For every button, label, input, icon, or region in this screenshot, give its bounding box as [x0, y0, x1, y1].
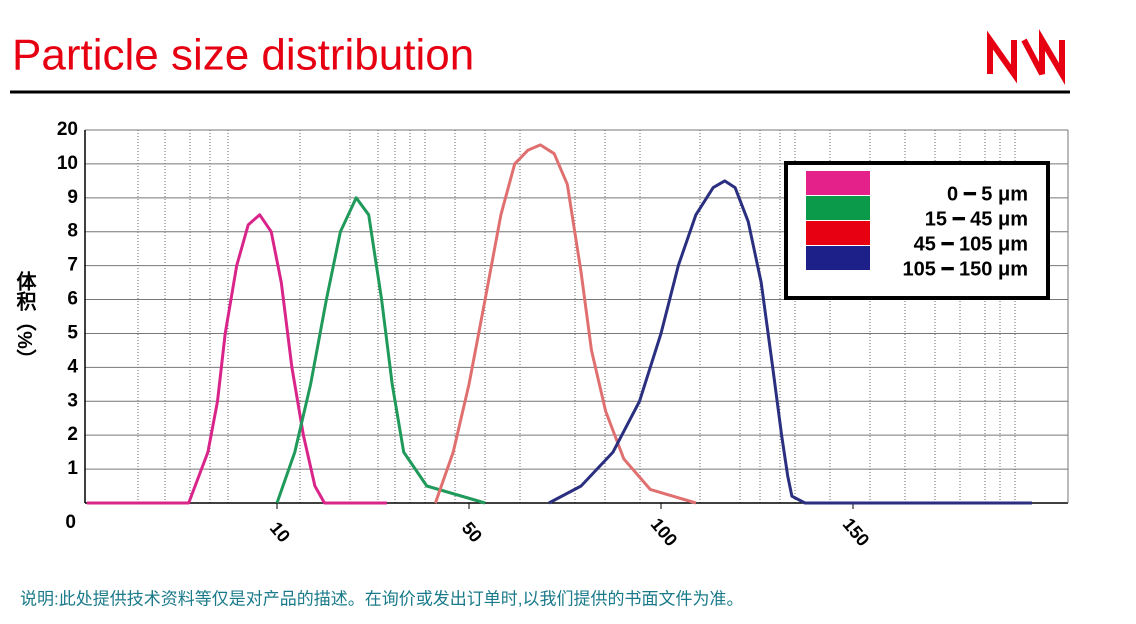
y-tick-label: 20: [57, 119, 78, 140]
y-tick-label: 4: [67, 356, 78, 377]
legend-swatch: [806, 246, 870, 270]
legend-label: 105 ━ 150 μm: [903, 258, 1028, 280]
x-tick-label: 100: [647, 514, 682, 550]
y-tick-label: 1: [67, 458, 78, 479]
series-line: [433, 143, 697, 505]
legend-swatch: [806, 171, 870, 195]
note: 说明:此处提供技术资料等仅是对产品的描述。在询价或发出订单时,以我们提供的书面文…: [20, 589, 743, 608]
plot: 0 1 2 3 4 5 6 7 8 9 10 20 10 50 100 150 0 ━ 5 μm 15 ━ 45 …: [57, 119, 1069, 550]
series-line: [275, 196, 486, 505]
y-tick-label: 7: [67, 255, 78, 276]
y-axis-label: 体积（%）: [13, 270, 36, 369]
x-tick-label: 150: [839, 514, 874, 550]
legend-label: 45 ━ 105 μm: [914, 233, 1028, 255]
chart-title: Particle size distribution: [12, 31, 474, 80]
y-tick-label: 9: [67, 187, 78, 208]
x-tick-label: 10: [266, 518, 294, 546]
legend-label: 15 ━ 45 μm: [925, 208, 1028, 230]
legend-label: 0 ━ 5 μm: [947, 183, 1028, 205]
y-tick-label: 5: [67, 322, 78, 343]
series-line: [86, 213, 387, 505]
x-tick-label: 50: [458, 518, 486, 546]
y-tick-label: 2: [67, 424, 78, 445]
legend-swatch: [806, 221, 870, 245]
y-tick-label: 10: [57, 153, 78, 174]
y-tick-label: 8: [67, 221, 78, 242]
logo: [987, 28, 1065, 86]
y-tick-label: 6: [67, 289, 78, 310]
series-line: [548, 179, 1032, 505]
y-tick-label: 0: [65, 512, 76, 533]
legend-swatch: [806, 196, 870, 220]
y-tick-label: 3: [67, 390, 78, 411]
